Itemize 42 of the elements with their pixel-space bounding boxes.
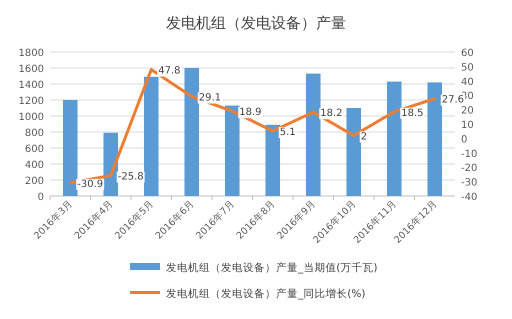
y2-tick-label: -20 xyxy=(461,163,478,174)
bar xyxy=(184,68,200,196)
y-tick-label: 400 xyxy=(24,160,44,171)
bar xyxy=(386,82,402,196)
legend-label: 发电机组（发电设备）产量_同比增长(%) xyxy=(166,287,366,300)
y2-tick-label: 0 xyxy=(461,134,468,146)
bar xyxy=(306,74,321,196)
data-label: 29.1 xyxy=(198,92,222,104)
y-tick-label: 1200 xyxy=(18,96,44,107)
y-tick-label: 1600 xyxy=(18,64,44,75)
data-label: -30.9 xyxy=(77,178,104,190)
data-label: 47.8 xyxy=(158,66,181,77)
y-tick-label: 600 xyxy=(24,144,44,155)
data-label: 18.5 xyxy=(401,108,424,119)
bar xyxy=(62,100,78,196)
y-tick-label: 1400 xyxy=(18,80,44,91)
y2-tick-label: 60 xyxy=(461,48,474,59)
data-label: -25.8 xyxy=(118,172,144,183)
y-tick-label: 800 xyxy=(24,128,44,139)
y2-tick-label: 50 xyxy=(461,62,474,74)
data-label: 5.1 xyxy=(280,127,296,138)
y2-tick-label: 10 xyxy=(461,120,474,131)
y-tick-label: 200 xyxy=(24,176,44,187)
legend-label: 发电机组（发电设备）产量_当期值(万千瓦) xyxy=(166,261,378,274)
bar xyxy=(427,82,442,196)
bar xyxy=(265,124,280,196)
y2-tick-label: -30 xyxy=(461,178,478,189)
data-label: 18.2 xyxy=(320,108,343,120)
y-tick-label: 1000 xyxy=(18,112,44,123)
y-tick-label: 0 xyxy=(38,192,44,203)
data-label: 18.9 xyxy=(239,107,262,118)
bar xyxy=(224,106,240,196)
y2-tick-label: -40 xyxy=(461,192,478,203)
y-tick-label: 1800 xyxy=(18,48,44,59)
bar xyxy=(346,108,362,196)
data-label: 2 xyxy=(360,132,368,143)
chart-title: 发电机组（发电设备）产量 xyxy=(166,14,346,32)
y2-tick-label: 20 xyxy=(461,106,474,117)
data-label: 27.6 xyxy=(442,94,464,106)
bar xyxy=(144,76,159,196)
y2-tick-label: 40 xyxy=(461,76,474,88)
y2-tick-label: -10 xyxy=(461,148,478,160)
